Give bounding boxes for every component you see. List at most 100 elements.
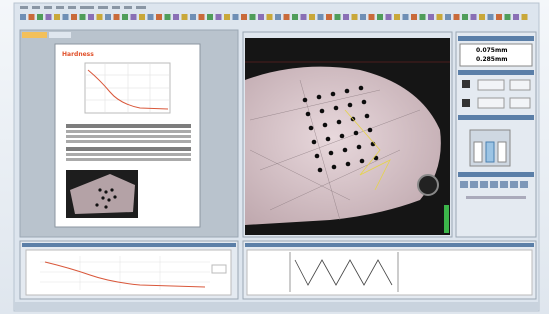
tab[interactable] xyxy=(49,32,71,38)
toolbar-button[interactable] xyxy=(369,14,375,20)
tool-button[interactable] xyxy=(480,181,488,188)
objective[interactable] xyxy=(498,142,506,162)
toolbar-button[interactable] xyxy=(403,14,409,20)
toolbar-button[interactable] xyxy=(97,14,103,20)
toolbar-button[interactable] xyxy=(335,14,341,20)
button[interactable] xyxy=(478,98,504,108)
toolbar-button[interactable] xyxy=(454,14,460,20)
button[interactable] xyxy=(510,98,530,108)
toolbar-button[interactable] xyxy=(156,14,162,20)
toolbar-button[interactable] xyxy=(46,14,52,20)
menu-item[interactable] xyxy=(68,6,76,9)
toolbar-button[interactable] xyxy=(190,14,196,20)
toolbar-button[interactable] xyxy=(131,14,137,20)
toolbar-button[interactable] xyxy=(165,14,171,20)
indent xyxy=(343,148,348,153)
slider[interactable] xyxy=(466,196,526,199)
tool-button[interactable] xyxy=(510,181,518,188)
toolbar-button[interactable] xyxy=(105,14,111,20)
toolbar-button[interactable] xyxy=(29,14,35,20)
toolbar-button[interactable] xyxy=(148,14,154,20)
toolbar-button[interactable] xyxy=(352,14,358,20)
tool-button[interactable] xyxy=(470,181,478,188)
toolbar-button[interactable] xyxy=(479,14,485,20)
objective[interactable] xyxy=(486,142,494,162)
menu-item[interactable] xyxy=(136,6,146,9)
indent xyxy=(340,134,345,139)
toolbar-button[interactable] xyxy=(122,14,128,20)
toolbar-button[interactable] xyxy=(505,14,511,20)
toolbar-button[interactable] xyxy=(173,14,179,20)
toolbar-button[interactable] xyxy=(275,14,281,20)
readout-value: 0.075mm xyxy=(476,47,507,54)
toolbar-button[interactable] xyxy=(428,14,434,20)
button[interactable] xyxy=(478,80,504,90)
toolbar-button[interactable] xyxy=(224,14,230,20)
toolbar-button[interactable] xyxy=(250,14,256,20)
toolbar-button[interactable] xyxy=(80,14,86,20)
toolbar-button[interactable] xyxy=(292,14,298,20)
toolbar-button[interactable] xyxy=(241,14,247,20)
toolbar-button[interactable] xyxy=(471,14,477,20)
toolbar-button[interactable] xyxy=(114,14,120,20)
indent xyxy=(320,109,325,114)
toolbar-button[interactable] xyxy=(488,14,494,20)
toolbar-button[interactable] xyxy=(318,14,324,20)
toolbar-button[interactable] xyxy=(360,14,366,20)
button[interactable] xyxy=(462,99,470,107)
toolbar-button[interactable] xyxy=(513,14,519,20)
toolbar-button[interactable] xyxy=(522,14,528,20)
menu-item[interactable] xyxy=(124,6,132,9)
menu-item[interactable] xyxy=(20,6,28,9)
tool-button[interactable] xyxy=(520,181,528,188)
indent xyxy=(315,154,320,159)
toolbar-button[interactable] xyxy=(20,14,26,20)
toolbar-button[interactable] xyxy=(411,14,417,20)
toolbar-button[interactable] xyxy=(63,14,69,20)
toolbar-button[interactable] xyxy=(309,14,315,20)
indent xyxy=(326,137,331,142)
toolbar-button[interactable] xyxy=(437,14,443,20)
toolbar-button[interactable] xyxy=(216,14,222,20)
toolbar-button[interactable] xyxy=(71,14,77,20)
toolbar-button[interactable] xyxy=(54,14,60,20)
menu-item[interactable] xyxy=(44,6,52,9)
toolbar-button[interactable] xyxy=(386,14,392,20)
toolbar-button[interactable] xyxy=(462,14,468,20)
toolbar-button[interactable] xyxy=(326,14,332,20)
menu-item[interactable] xyxy=(56,6,64,9)
toolbar-button[interactable] xyxy=(496,14,502,20)
toolbar-button[interactable] xyxy=(445,14,451,20)
toolbar-button[interactable] xyxy=(37,14,43,20)
indent xyxy=(337,120,342,125)
tab[interactable] xyxy=(22,32,47,38)
toolbar-button[interactable] xyxy=(394,14,400,20)
tool-button[interactable] xyxy=(500,181,508,188)
tool-button[interactable] xyxy=(460,181,468,188)
menu-item[interactable] xyxy=(32,6,40,9)
toolbar-button[interactable] xyxy=(182,14,188,20)
menu-item[interactable] xyxy=(112,6,120,9)
indent xyxy=(323,123,328,128)
button[interactable] xyxy=(462,80,470,88)
toolbar-button[interactable] xyxy=(377,14,383,20)
toolbar-button[interactable] xyxy=(139,14,145,20)
panel-header xyxy=(22,243,236,247)
indent xyxy=(348,103,353,108)
panel-header xyxy=(458,36,534,41)
toolbar-button[interactable] xyxy=(207,14,213,20)
toolbar-button[interactable] xyxy=(258,14,264,20)
toolbar-button[interactable] xyxy=(343,14,349,20)
menu-item[interactable] xyxy=(80,6,94,9)
button[interactable] xyxy=(510,80,530,90)
toolbar-button[interactable] xyxy=(301,14,307,20)
toolbar-button[interactable] xyxy=(199,14,205,20)
toolbar-button[interactable] xyxy=(267,14,273,20)
objective[interactable] xyxy=(474,142,482,162)
toolbar-button[interactable] xyxy=(88,14,94,20)
toolbar-button[interactable] xyxy=(420,14,426,20)
tool-button[interactable] xyxy=(490,181,498,188)
menu-item[interactable] xyxy=(98,6,108,9)
toolbar-button[interactable] xyxy=(284,14,290,20)
toolbar-button[interactable] xyxy=(233,14,239,20)
